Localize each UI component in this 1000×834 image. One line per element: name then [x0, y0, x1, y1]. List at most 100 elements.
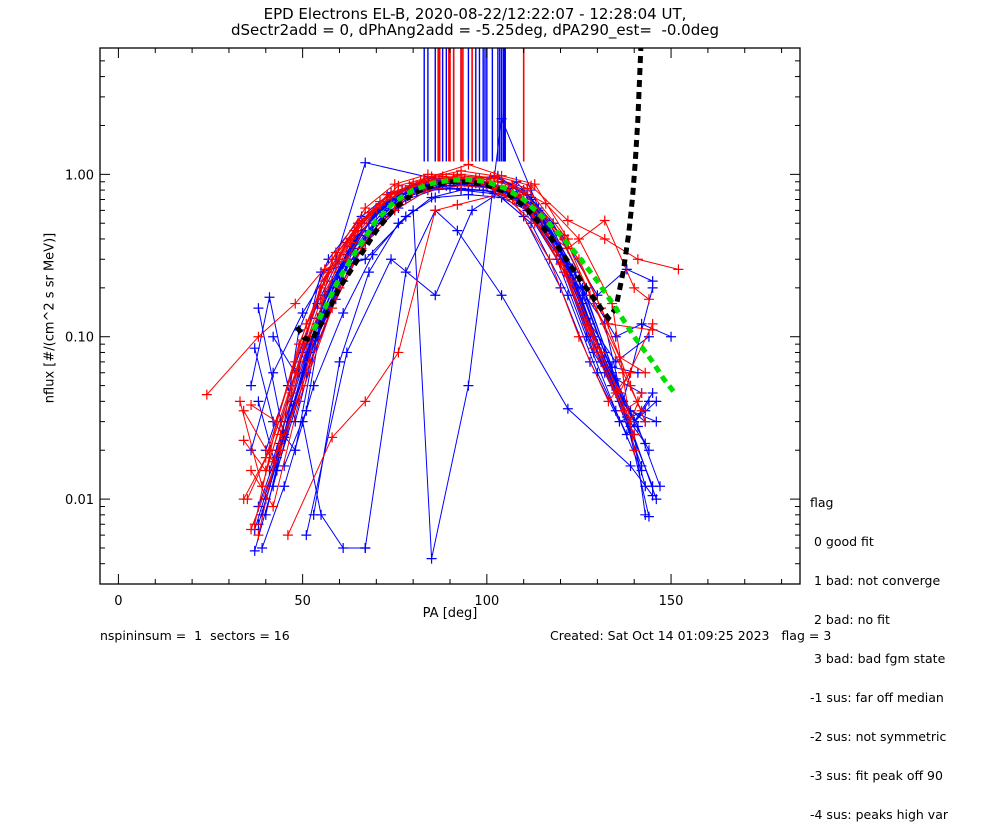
data-point [301, 530, 312, 541]
data-point [341, 347, 352, 358]
data-point [496, 113, 507, 124]
data-point [426, 192, 437, 203]
data-point [257, 542, 268, 553]
fit_green_dashed [311, 176, 677, 395]
data-point [282, 530, 293, 541]
data-point [360, 157, 371, 168]
data-point [290, 298, 301, 309]
data-point [647, 318, 658, 329]
data-point [260, 465, 271, 476]
data-point [636, 405, 647, 416]
data-point [526, 180, 537, 191]
data-point [562, 290, 573, 301]
data-point [452, 199, 463, 210]
footer-left: nspininsum = 1 sectors = 16 [100, 628, 290, 643]
x-axis-label: PA [deg] [422, 606, 478, 621]
x-tick-label: 150 [659, 594, 684, 609]
data-point [238, 435, 249, 446]
data-point [257, 481, 268, 492]
data-point [651, 416, 662, 427]
data-point [316, 282, 327, 293]
legend-item: -2 sus: not symmetric [810, 729, 947, 744]
data-point [607, 362, 618, 373]
data-point [297, 380, 308, 391]
chart-title-line1: EPD Electrons EL-B, 2020-08-22/12:22:07 … [263, 5, 687, 23]
data-point [636, 388, 647, 399]
data-point [463, 380, 474, 391]
data-point [249, 545, 260, 556]
data-point [297, 307, 308, 318]
data-point [599, 233, 610, 244]
data-point [625, 416, 636, 427]
data-point [467, 205, 478, 216]
data-point [268, 367, 279, 378]
data-point [338, 542, 349, 553]
fit_black_dashed [295, 48, 644, 344]
data-point [647, 490, 658, 501]
data-point [268, 456, 279, 467]
data-point [297, 416, 308, 427]
data-point [400, 267, 411, 278]
data-point [201, 389, 212, 400]
data-point [360, 542, 371, 553]
data-point [636, 318, 647, 329]
data-point [290, 367, 301, 378]
data-point [253, 331, 264, 342]
data-point [386, 192, 397, 203]
data-point [356, 215, 367, 226]
series-line-b19 [364, 209, 654, 549]
legend-title: flag [810, 495, 834, 510]
series-line-b06 [272, 185, 646, 515]
data-point [544, 254, 555, 265]
data-point [393, 347, 404, 358]
data-point [293, 339, 304, 350]
data-point [647, 276, 658, 287]
data-point [400, 211, 411, 222]
data-point [625, 460, 636, 471]
legend-item: 2 bad: no fit [810, 612, 890, 627]
data-point [540, 198, 551, 209]
data-point [246, 465, 257, 476]
data-point [643, 331, 654, 342]
x-tick-label: 0 [114, 594, 122, 609]
data-point [629, 445, 640, 456]
data-point [330, 247, 341, 258]
data-point [246, 380, 257, 391]
data-point [242, 494, 253, 505]
y-tick-label: 0.01 [65, 493, 94, 508]
data-point [603, 396, 614, 407]
data-point [279, 481, 290, 492]
chart-title-line2: dSectr2add = 0, dPhAng2add = -5.25deg, d… [231, 21, 719, 39]
series-line-b18 [302, 421, 366, 549]
data-point [562, 215, 573, 226]
data-point [643, 445, 654, 456]
data-point [253, 396, 264, 407]
data-point [363, 267, 374, 278]
data-point [555, 259, 566, 270]
data-point [264, 292, 275, 303]
data-point [371, 203, 382, 214]
data-point [651, 396, 662, 407]
axes: 0 50 100 150 0.01 0.10 1.00 [65, 47, 800, 609]
data-point [235, 396, 245, 407]
x-tick-label: 50 [294, 594, 311, 609]
data-point [573, 233, 584, 244]
data-point [599, 215, 610, 226]
flag-legend: flag 0 good fit 1 bad: not converge 2 ba… [810, 470, 948, 834]
legend-item: -4 sus: peaks high var [810, 807, 949, 822]
data-point [360, 203, 371, 214]
data-point [375, 196, 385, 207]
data-point [305, 356, 315, 367]
data-point [629, 429, 640, 440]
data-point [588, 343, 599, 354]
data-point [666, 331, 677, 342]
data-point [496, 290, 507, 301]
y-axis-label: nflux [#/(cm^2 s sr MeV)] [42, 232, 58, 404]
data-point [562, 403, 573, 414]
data-point [360, 396, 371, 407]
data-point [408, 205, 419, 216]
data-point [596, 347, 607, 358]
data-point [614, 352, 625, 363]
vertical-markers [423, 48, 525, 162]
data-point [430, 290, 441, 301]
